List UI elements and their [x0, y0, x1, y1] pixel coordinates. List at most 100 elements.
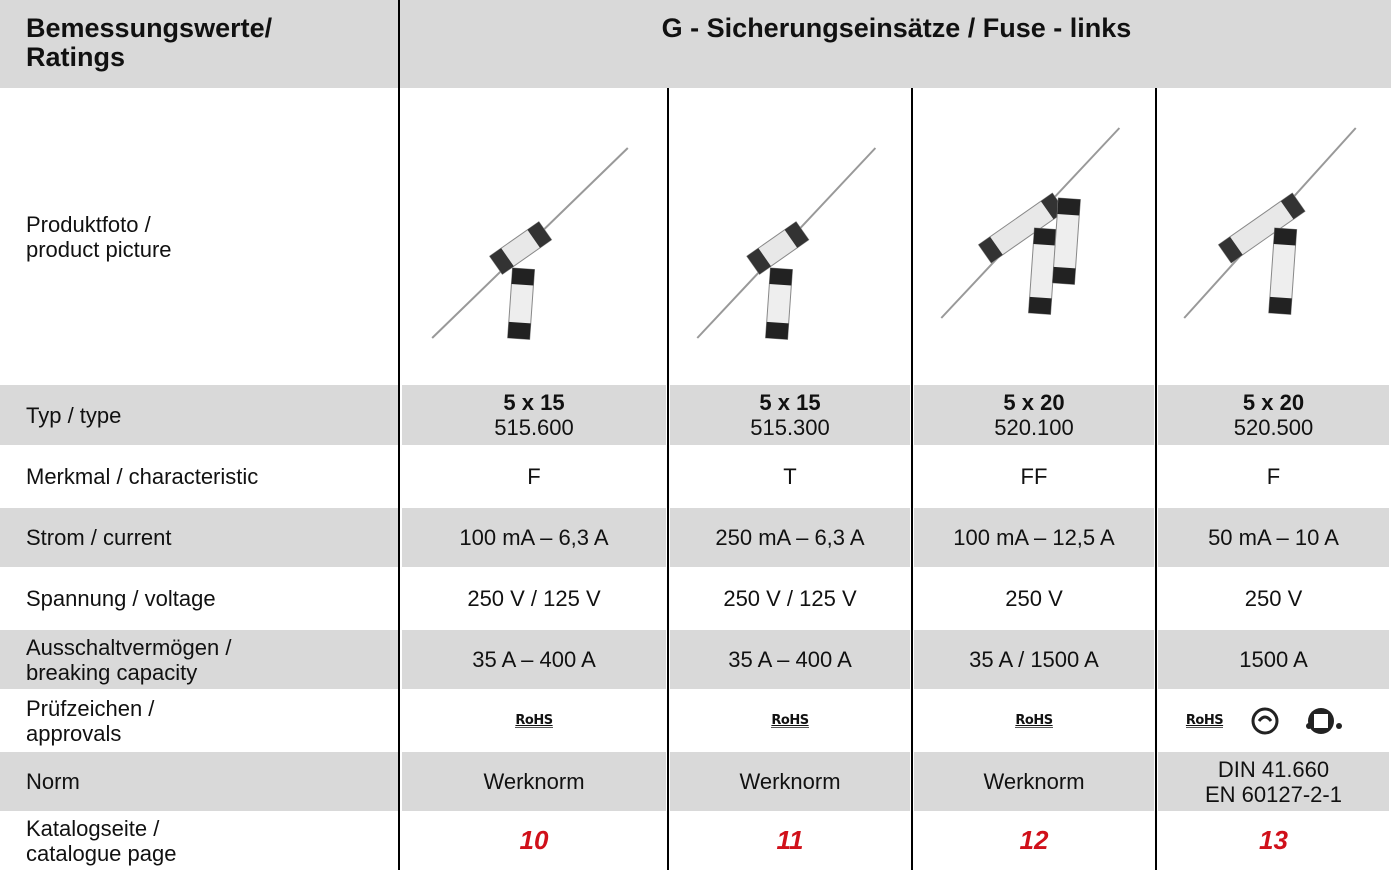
cell: Werknorm	[670, 752, 910, 811]
text: Bemessungswerte/	[26, 14, 396, 43]
text: Spannung / voltage	[26, 586, 400, 611]
cell: 250 V / 125 V	[402, 569, 666, 628]
cell: RoHS	[402, 691, 666, 750]
row-label: Typ / type	[0, 385, 400, 445]
text: RoHS	[515, 714, 552, 728]
text: Merkmal / characteristic	[26, 464, 400, 489]
text: 5 x 20	[1243, 390, 1304, 415]
page: Bemessungswerte/Ratings G - Sicherungsein…	[0, 0, 1391, 870]
cell: F	[1158, 447, 1389, 506]
text: RoHS	[1186, 714, 1223, 728]
product-photo	[912, 88, 1156, 385]
cell: 250 V	[914, 569, 1154, 628]
text: 515.600	[494, 415, 574, 440]
text: 250 V / 125 V	[467, 586, 600, 611]
cell: Werknorm	[914, 752, 1154, 811]
cell: RoHS	[670, 691, 910, 750]
text: T	[783, 464, 796, 489]
cell: 11	[670, 813, 910, 868]
cell: T	[670, 447, 910, 506]
cell: 250 mA – 6,3 A	[670, 508, 910, 567]
column-divider	[911, 88, 913, 870]
cell: 13	[1158, 813, 1389, 868]
cell: 100 mA – 6,3 A	[402, 508, 666, 567]
cell: 250 V	[1158, 569, 1389, 628]
row-label: Strom / current	[0, 508, 400, 567]
cell: 12	[914, 813, 1154, 868]
text: 10	[520, 828, 549, 853]
cell: 35 A – 400 A	[402, 630, 666, 689]
text: 1500 A	[1239, 647, 1308, 672]
text: 11	[777, 828, 804, 853]
row-label: Merkmal / characteristic	[0, 447, 400, 506]
product-photo	[1156, 88, 1391, 385]
text: 35 A – 400 A	[728, 647, 852, 672]
text: product picture	[26, 237, 400, 262]
product-photo	[668, 88, 912, 385]
text: 250 V	[1005, 586, 1063, 611]
text: Katalogseite /	[26, 816, 400, 841]
text: G - Sicherungseinsätze / Fuse - links	[662, 13, 1132, 43]
cell: F	[402, 447, 666, 506]
row-label: Katalogseite /catalogue page	[0, 813, 400, 868]
text: Prüfzeichen /	[26, 696, 400, 721]
text: Werknorm	[739, 769, 840, 794]
text: 35 A / 1500 A	[969, 647, 1099, 672]
text: 35 A – 400 A	[472, 647, 596, 672]
row-label: Norm	[0, 752, 400, 811]
text: Strom / current	[26, 525, 400, 550]
text: 13	[1259, 828, 1288, 853]
text: 520.100	[994, 415, 1074, 440]
cell: 35 A / 1500 A	[914, 630, 1154, 689]
cell: 100 mA – 12,5 A	[914, 508, 1154, 567]
row-label: Prüfzeichen /approvals	[0, 691, 400, 750]
text: Norm	[26, 769, 400, 794]
cell: Werknorm	[402, 752, 666, 811]
column-divider	[398, 0, 400, 870]
cell: 1500 A	[1158, 630, 1389, 689]
text: DIN 41.660	[1218, 757, 1329, 782]
text: Werknorm	[983, 769, 1084, 794]
text: 5 x 15	[503, 390, 564, 415]
cell: FF	[914, 447, 1154, 506]
cell: 50 mA – 10 A	[1158, 508, 1389, 567]
text: 250 mA – 6,3 A	[715, 525, 864, 550]
text: approvals	[26, 721, 400, 746]
text: 100 mA – 6,3 A	[459, 525, 608, 550]
text: Typ / type	[26, 403, 400, 428]
text: 100 mA – 12,5 A	[953, 525, 1114, 550]
text: Werknorm	[483, 769, 584, 794]
text: F	[1267, 464, 1280, 489]
text: Ausschaltvermögen /	[26, 635, 400, 660]
text: 250 V	[1245, 586, 1303, 611]
text: Produktfoto /	[26, 212, 400, 237]
row-label: Produktfoto /product picture	[0, 88, 400, 385]
text: Ratings	[26, 43, 396, 72]
text: F	[527, 464, 540, 489]
approval-icons	[1251, 706, 1361, 736]
text: RoHS	[1015, 714, 1052, 728]
text: 515.300	[750, 415, 830, 440]
text: 12	[1020, 828, 1049, 853]
text: breaking capacity	[26, 660, 400, 685]
column-divider	[1155, 88, 1157, 870]
text: 250 V / 125 V	[723, 586, 856, 611]
product-photo	[400, 88, 668, 385]
row-label: Spannung / voltage	[0, 569, 400, 628]
row-label: Ausschaltvermögen /breaking capacity	[0, 630, 400, 689]
cell: RoHS	[1158, 691, 1389, 750]
text: RoHS	[771, 714, 808, 728]
text: 5 x 20	[1003, 390, 1064, 415]
text: 520.500	[1234, 415, 1314, 440]
text: 5 x 15	[759, 390, 820, 415]
cell: 10	[402, 813, 666, 868]
text: 50 mA – 10 A	[1208, 525, 1339, 550]
header-left: Bemessungswerte/Ratings	[26, 14, 396, 72]
text: EN 60127-2-1	[1205, 782, 1342, 807]
cell: 35 A – 400 A	[670, 630, 910, 689]
